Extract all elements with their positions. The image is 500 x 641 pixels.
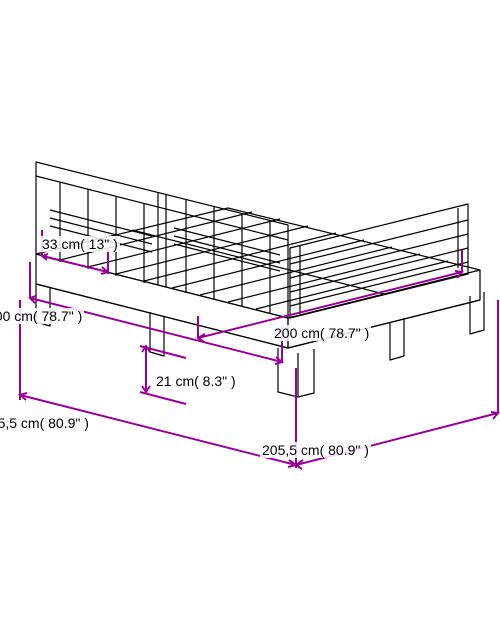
dim-mattress-length: 200 cm( 78.7" ) xyxy=(272,325,371,341)
dim-overall-depth: 205,5 cm( 80.9" ) xyxy=(0,415,91,431)
dim-headboard-panel-width: 33 cm( 13" ) xyxy=(40,236,120,252)
dim-overall-length: 205,5 cm( 80.9" ) xyxy=(260,442,371,458)
dim-mattress-width: 200 cm( 78.7" ) xyxy=(0,308,84,324)
dim-leg-height: 21 cm( 8.3" ) xyxy=(154,373,238,389)
